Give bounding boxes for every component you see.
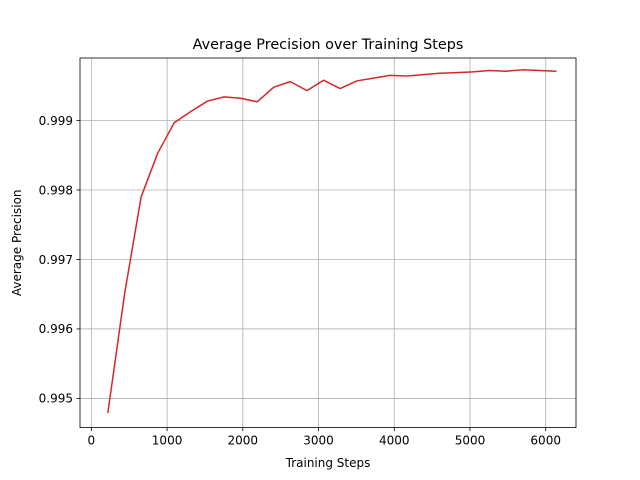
y-axis-ticks: 0.995 0.996 0.997 0.998 0.999 — [39, 114, 80, 406]
y-tick-label: 0.999 — [39, 114, 73, 128]
x-tick-label: 5000 — [455, 434, 486, 448]
plot-area-frame — [79, 57, 577, 429]
x-tick-label: 3000 — [303, 434, 334, 448]
y-tick-label: 0.995 — [39, 392, 73, 406]
y-tick-label: 0.997 — [39, 253, 73, 267]
chart-title: Average Precision over Training Steps — [193, 37, 464, 53]
x-axis-ticks: 0 1000 2000 3000 4000 5000 6000 — [88, 427, 561, 448]
series-line — [107, 69, 557, 414]
x-tick-label: 6000 — [530, 434, 561, 448]
x-tick-label: 0 — [88, 434, 96, 448]
x-tick-label: 1000 — [152, 434, 183, 448]
x-tick-label: 4000 — [379, 434, 410, 448]
grid-layer — [80, 58, 576, 428]
series-layer — [107, 69, 557, 414]
x-tick-label: 2000 — [228, 434, 259, 448]
y-tick-label: 0.996 — [39, 322, 73, 336]
y-tick-label: 0.998 — [39, 183, 73, 197]
x-axis-label: Training Steps — [285, 456, 371, 470]
y-axis-label: Average Precision — [10, 189, 24, 296]
